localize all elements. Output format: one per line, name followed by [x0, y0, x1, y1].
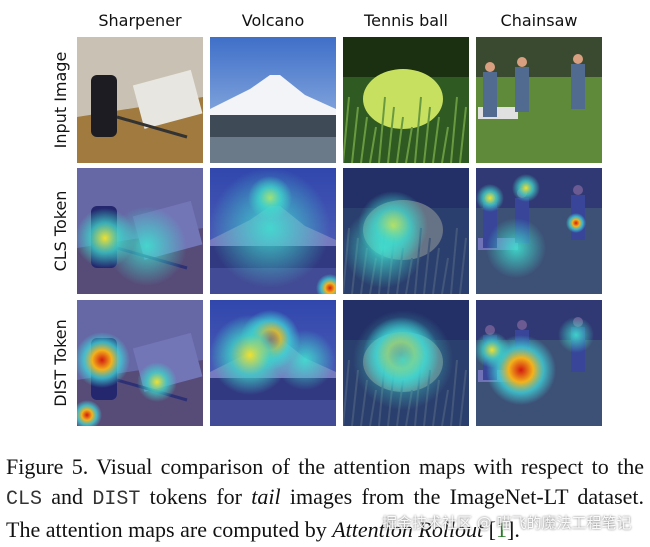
- attention-map: [210, 168, 336, 294]
- blade: [450, 96, 458, 163]
- image: [343, 300, 469, 426]
- image: [210, 168, 336, 294]
- input-image: [210, 37, 336, 163]
- row-label: CLS Token: [51, 191, 70, 272]
- paper: [132, 69, 203, 129]
- heat-spot: [558, 317, 594, 353]
- image: [343, 37, 469, 163]
- heat-spot: [210, 315, 290, 395]
- attention-map: [343, 168, 469, 294]
- head: [517, 57, 527, 67]
- caption-text: tokens for: [140, 484, 252, 509]
- body: [483, 72, 497, 117]
- caption-label: Figure 5.: [6, 454, 89, 479]
- heat-spot: [316, 274, 336, 294]
- attention-map: [210, 300, 336, 426]
- watermark: 掘金技术社区 @ 喵飞的魔法工程笔记: [382, 514, 632, 532]
- head: [573, 54, 583, 64]
- image: [343, 168, 469, 294]
- image: [210, 300, 336, 426]
- head: [485, 62, 495, 72]
- heat-spot: [107, 206, 187, 286]
- blade: [351, 106, 359, 163]
- heat-spot: [476, 332, 510, 368]
- caption-text: Visual comparison of the attention maps …: [88, 454, 644, 479]
- column-header: Tennis ball: [363, 11, 448, 30]
- column-header: Volcano: [242, 11, 304, 30]
- image: [476, 168, 602, 294]
- caption-emphasis: tail: [251, 484, 281, 509]
- image: [77, 37, 203, 163]
- water: [210, 137, 336, 163]
- citation-link[interactable]: 1: [496, 517, 507, 542]
- row-label: DIST Token: [51, 319, 70, 407]
- body: [571, 64, 585, 109]
- pencil: [116, 115, 188, 139]
- blade: [378, 96, 386, 163]
- image: [476, 37, 602, 163]
- caption-code: CLS: [6, 488, 43, 511]
- caption-text: and: [42, 484, 93, 509]
- body: [515, 67, 529, 112]
- image: [210, 37, 336, 163]
- sharpener: [91, 75, 117, 137]
- blade: [405, 126, 413, 163]
- caption-code: DIST: [92, 488, 141, 511]
- heat-spot: [512, 174, 540, 202]
- column-header: Sharpener: [98, 11, 182, 30]
- attention-map: [476, 168, 602, 294]
- attention-map: [343, 300, 469, 426]
- heat-spot: [275, 330, 335, 390]
- caption-text: ].: [507, 517, 520, 542]
- figure: Sharpener Volcano Tennis ball Chainsaw Input…: [51, 11, 602, 426]
- blade: [369, 126, 377, 163]
- heat-spot: [210, 168, 330, 288]
- heat-spot: [353, 310, 453, 410]
- blade: [396, 116, 404, 163]
- attention-map: [476, 300, 602, 426]
- heat-spot: [343, 208, 423, 288]
- blade: [432, 116, 440, 163]
- heat-spot: [77, 332, 130, 388]
- image: [476, 300, 602, 426]
- column-header: Chainsaw: [501, 11, 578, 30]
- attention-map: [77, 168, 203, 294]
- mountain: [210, 75, 336, 117]
- input-image: [77, 37, 203, 163]
- image: [77, 300, 203, 426]
- heat-spot: [566, 213, 586, 233]
- blade: [441, 126, 449, 163]
- caption: Figure 5. Visual comparison of the atten…: [6, 452, 644, 545]
- blade: [459, 106, 467, 163]
- blade: [360, 116, 368, 163]
- heat-spot: [486, 218, 546, 278]
- caption-emphasis: Attention Rollout: [332, 517, 484, 542]
- blade: [343, 96, 350, 163]
- input-image: [476, 37, 602, 163]
- input-image: [343, 37, 469, 163]
- attention-map: [77, 300, 203, 426]
- row-label: Input Image: [51, 52, 70, 149]
- heat-spot: [77, 400, 102, 426]
- caption-text: [: [483, 517, 496, 542]
- image: [77, 168, 203, 294]
- heat-spot: [476, 184, 504, 212]
- blade: [387, 106, 395, 163]
- blade: [423, 106, 431, 163]
- caption-text: images from the ImageNet-LT dataset. The…: [6, 484, 645, 542]
- heat-spot: [137, 362, 177, 402]
- blade: [414, 96, 422, 163]
